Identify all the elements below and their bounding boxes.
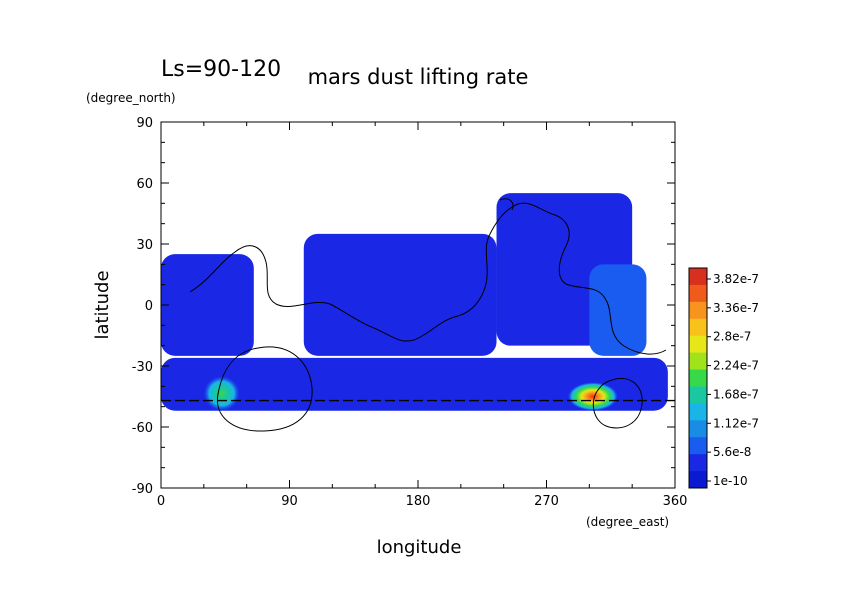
colorbar-swatch [689,369,707,387]
y-axis-units: (degree_north) [86,91,176,105]
colorbar-label: 1e-10 [713,474,748,488]
y-tick-label: -60 [132,421,153,436]
y-tick-label: -30 [132,360,153,375]
colorbar-swatch [689,284,707,303]
contour-hellas-west [216,346,313,432]
y-tick-label: 60 [136,177,153,192]
colorbar-swatch [689,335,707,354]
topography-contours [189,198,667,432]
dust-field [161,193,668,411]
colorbar-swatch [689,268,707,286]
contour-north [499,198,514,211]
colorbar-swatch [689,301,707,320]
colorbar-label: 2.24e-7 [713,359,759,373]
colorbar-swatch [689,454,707,472]
y-axis-label: latitude [92,270,113,339]
y-axis: 90 60 30 0 -30 -60 -90 [132,116,675,497]
colorbar-swatch [689,386,707,404]
x-tick-label: 270 [534,494,559,509]
field-region [589,264,647,356]
contour-tharsis [189,202,667,355]
x-axis-units: (degree_east) [586,515,669,529]
colorbar-swatch [689,437,707,455]
field-region [303,233,497,356]
colorbar-frame [688,267,708,489]
y-tick-label: 90 [136,116,153,131]
colorbar: 3.82e-7 3.36e-7 2.8e-7 2.24e-7 1.68e-7 1.12e-… [688,267,759,489]
y-tick-label: 30 [136,238,153,253]
chart-subtitle: Ls=90-120 [161,57,281,82]
field-region [567,382,618,411]
x-tick-label: 180 [406,494,431,509]
colorbar-label: 3.82e-7 [713,272,759,286]
colorbar-label: 3.36e-7 [713,301,759,315]
colorbar-label: 1.12e-7 [713,416,759,430]
x-axis: 0 90 180 270 360 [157,122,688,509]
colorbar-swatch [689,471,707,489]
colorbar-label: 1.68e-7 [713,387,759,401]
colorbar-swatch [689,318,707,337]
x-axis-label: longitude [377,537,462,558]
colorbar-label: 2.8e-7 [713,330,751,344]
y-tick-label: -90 [132,482,153,497]
colorbar-label: 5.6e-8 [713,445,751,459]
field-region [161,357,668,411]
colorbar-swatch [689,403,707,421]
contour-hellas-east [592,378,643,429]
colorbar-swatch [689,352,707,371]
field-region [161,254,254,356]
y-tick-label: 0 [145,299,153,314]
x-tick-label: 0 [157,494,165,509]
field-region [203,376,240,411]
x-tick-label: 360 [663,494,688,509]
colorbar-swatch [689,420,707,438]
x-tick-label: 90 [281,494,298,509]
chart-title: mars dust lifting rate [308,65,529,89]
